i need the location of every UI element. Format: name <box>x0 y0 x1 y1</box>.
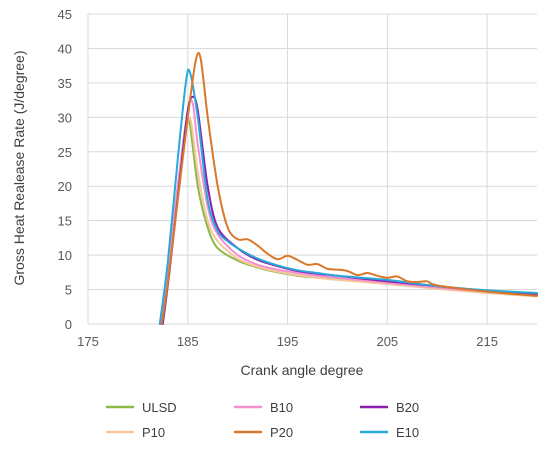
x-tick-label: 205 <box>376 334 398 349</box>
legend-label: B10 <box>270 400 293 415</box>
legend-item-e10: E10 <box>360 425 419 440</box>
series-line-p20 <box>160 51 538 325</box>
legend-label: E10 <box>396 425 419 440</box>
series-lines <box>158 51 538 325</box>
y-tick-label: 20 <box>58 179 72 194</box>
x-tick-label: 185 <box>177 334 199 349</box>
legend-item-ulsd: ULSD <box>106 400 177 415</box>
y-tick-label: 5 <box>65 283 72 298</box>
legend-item-b10: B10 <box>234 400 293 415</box>
legend: ULSD B10 B20 P10 P20 E10 <box>106 400 419 440</box>
x-tick-label: 175 <box>77 334 99 349</box>
legend-label: P20 <box>270 425 293 440</box>
x-axis-label: Crank angle degree <box>241 362 364 378</box>
legend-item-p20: P20 <box>234 425 293 440</box>
y-tick-label: 25 <box>58 145 72 160</box>
y-axis-label: Gross Heat Realease Rate (J/degree) <box>11 51 27 286</box>
y-tick-label: 0 <box>65 317 72 332</box>
x-tick-labels: 175 185 195 205 215 <box>77 334 498 349</box>
legend-label: B20 <box>396 400 419 415</box>
y-tick-label: 40 <box>58 41 72 56</box>
x-tick-label: 195 <box>277 334 299 349</box>
y-tick-label: 30 <box>58 110 72 125</box>
y-tick-label: 45 <box>58 7 72 22</box>
legend-item-b20: B20 <box>360 400 419 415</box>
legend-item-p10: P10 <box>106 425 165 440</box>
legend-label: ULSD <box>142 400 177 415</box>
y-tick-label: 10 <box>58 248 72 263</box>
legend-label: P10 <box>142 425 165 440</box>
y-tick-label: 35 <box>58 76 72 91</box>
y-tick-label: 15 <box>58 214 72 229</box>
series-line-e10 <box>158 68 538 325</box>
x-tick-label: 215 <box>476 334 498 349</box>
y-tick-labels: 0 5 10 15 20 25 30 35 40 45 <box>58 7 72 332</box>
